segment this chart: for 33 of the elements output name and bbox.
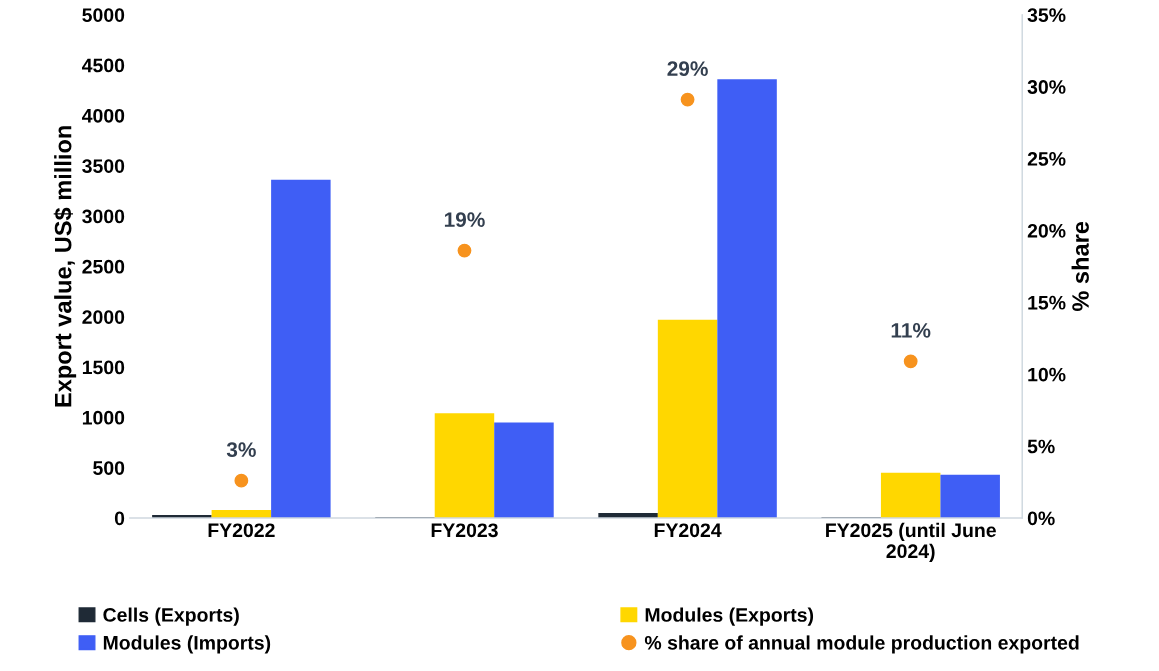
data-label: 11% <box>891 323 931 338</box>
x-tick-label: FY2022 <box>208 523 275 538</box>
y-tick-label: 0 <box>114 511 125 526</box>
y2-tick-label: 35% <box>1027 8 1066 23</box>
y-tick-label: 5000 <box>82 8 125 22</box>
y-tick-label: 2000 <box>82 310 125 324</box>
legend-label: Cells (Exports) <box>103 607 239 626</box>
y-tick-label: 4000 <box>81 108 125 123</box>
y-tick-label: 4500 <box>81 58 125 73</box>
x-tick-label: FY2023 <box>431 523 498 538</box>
data-label: 29% <box>667 61 708 77</box>
y2-tick-label: 0% <box>1027 511 1055 526</box>
y2-tick-label: 30% <box>1027 80 1066 94</box>
y2-tick-label: 5% <box>1027 439 1055 454</box>
x-tick-label: FY2025 (until June 2024) <box>826 522 996 562</box>
y-axis-title: Export value, US$ million <box>53 126 77 407</box>
y2-tick-label: 20% <box>1027 223 1066 238</box>
legend-label: % share of annual module production exported <box>644 635 1079 654</box>
x-tick-label: FY2024 <box>654 523 722 538</box>
y-tick-label: 2500 <box>82 259 125 274</box>
y2-tick-label: 10% <box>1028 367 1066 382</box>
y2-tick-label: 25% <box>1027 152 1066 166</box>
legend-label: Modules (Exports) <box>645 607 814 626</box>
y-tick-label: 1000 <box>82 410 125 425</box>
y-tick-label: 1500 <box>82 360 125 375</box>
legend-label: Modules (Imports) <box>103 635 271 654</box>
y2-axis-title: % share <box>1071 221 1089 312</box>
y2-tick-label: 15% <box>1028 295 1066 310</box>
data-label: 3% <box>226 442 256 458</box>
y-tick-label: 3500 <box>82 159 125 173</box>
data-label: 19% <box>444 212 485 228</box>
y-tick-label: 500 <box>93 461 125 475</box>
y-tick-label: 3000 <box>82 209 125 224</box>
